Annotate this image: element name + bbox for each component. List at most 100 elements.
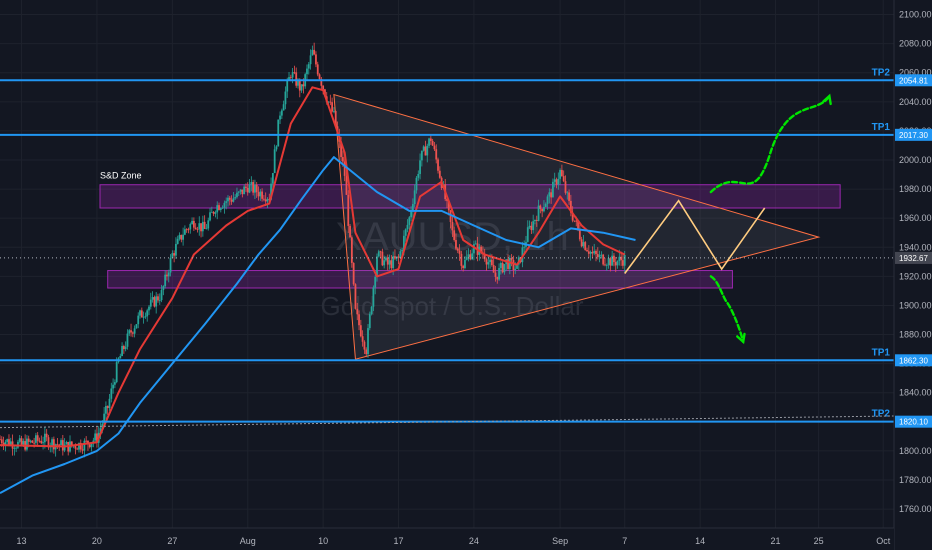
- candle-body: [158, 300, 161, 301]
- triangle-pattern[interactable]: [333, 93, 821, 360]
- candle-body: [293, 72, 296, 74]
- candle-body: [309, 55, 312, 65]
- candle-body: [426, 145, 429, 156]
- candle-body: [115, 362, 118, 383]
- current-price-tag: [895, 251, 932, 264]
- current-price-tag-text: 1932.67: [899, 254, 928, 263]
- candle-body: [471, 253, 474, 260]
- candle-body: [350, 237, 353, 263]
- candle-body: [205, 228, 208, 230]
- candle-body: [22, 441, 25, 445]
- candle-body: [447, 200, 450, 211]
- price-axis[interactable]: 1760.001780.001800.001820.001840.001860.…: [893, 0, 932, 550]
- candle-body: [282, 104, 285, 111]
- y-tick-label: 2000.00: [899, 155, 932, 165]
- candle-body: [189, 224, 192, 230]
- moving-averages: [0, 86, 636, 494]
- candle-body: [510, 257, 513, 261]
- y-tick-label: 2080.00: [899, 39, 932, 49]
- candle-body: [474, 243, 477, 245]
- candle-body: [280, 110, 283, 116]
- candle-body: [521, 247, 524, 263]
- candle-body: [487, 262, 490, 265]
- candle-body: [541, 208, 544, 212]
- y-tick-label: 1940.00: [899, 242, 932, 252]
- candle-body: [257, 192, 260, 197]
- candle-body: [311, 49, 314, 56]
- y-tick-label: 2100.00: [899, 10, 932, 20]
- candle-body: [279, 115, 281, 120]
- candle-body: [334, 110, 337, 127]
- candle-body: [270, 183, 272, 200]
- candle-body: [214, 212, 217, 214]
- candle-body: [385, 257, 387, 261]
- candle-body: [221, 207, 224, 209]
- candle-body: [595, 250, 597, 255]
- candle-body: [255, 184, 258, 193]
- candle-body: [446, 199, 448, 201]
- time-axis[interactable]: 13 20 27 Aug 10 17 24 Sep 7 14 21 25 Oct: [0, 527, 894, 550]
- candle-body: [237, 191, 240, 193]
- candle-body: [101, 423, 104, 429]
- candle-body: [79, 442, 82, 450]
- candle-body: [377, 251, 380, 257]
- zone-rect: [99, 184, 841, 209]
- candle-body: [139, 310, 141, 316]
- candle-body: [137, 315, 140, 325]
- candle-body: [560, 169, 563, 177]
- candle-body: [575, 220, 578, 222]
- candle-body: [584, 242, 587, 250]
- arrow-path: [709, 94, 831, 194]
- candle-body: [126, 333, 129, 347]
- candle-body: [616, 261, 619, 266]
- candle-body: [604, 264, 606, 266]
- candle-body: [456, 248, 459, 251]
- candle-body: [417, 173, 420, 178]
- candle-body: [228, 197, 231, 200]
- candle-body: [611, 255, 614, 266]
- candle-body: [403, 235, 405, 251]
- candle-body: [31, 440, 34, 443]
- candle-body: [167, 272, 170, 277]
- candle-body: [20, 438, 23, 445]
- candle-body: [210, 211, 213, 213]
- candle-body: [415, 177, 418, 191]
- candle-body: [133, 328, 136, 334]
- arrows[interactable]: [709, 93, 832, 345]
- candle-body: [451, 221, 454, 231]
- candle-body: [408, 217, 411, 225]
- candle-body: [295, 72, 298, 86]
- candle-body: [192, 220, 195, 228]
- candle-body: [458, 250, 461, 254]
- candle-body: [277, 119, 280, 147]
- candle-body: [246, 187, 249, 193]
- projection[interactable]: [624, 199, 766, 274]
- y-tick-label: 1880.00: [899, 330, 932, 340]
- candle-body: [546, 196, 549, 204]
- candle-body: [45, 433, 48, 438]
- watermark-description: Gold Spot / U.S. Dollar: [321, 291, 584, 321]
- candle-body: [201, 221, 204, 232]
- candle-body: [273, 149, 276, 174]
- candle-body: [397, 256, 400, 258]
- levels[interactable]: TP2 TP1 TP1 TP2: [0, 67, 895, 429]
- level-price-tag-text: 1862.30: [899, 356, 928, 365]
- candle-body: [65, 441, 68, 445]
- candle-body: [600, 254, 603, 256]
- candle-body: [406, 224, 409, 230]
- candle-body: [148, 306, 150, 311]
- candle-body: [501, 263, 504, 273]
- candle-body: [9, 441, 12, 446]
- candle-body: [85, 440, 88, 442]
- candle-body: [36, 435, 39, 441]
- watermark: XAUUSD, 1h Gold Spot / U.S. Dollar: [321, 215, 584, 321]
- candle-body: [532, 221, 535, 231]
- x-tick-label: 14: [695, 536, 705, 546]
- candle-body: [119, 356, 122, 359]
- x-tick-label: Oct: [876, 536, 891, 546]
- candle-body: [512, 260, 515, 270]
- x-tick-label: 20: [92, 536, 102, 546]
- candle-body: [245, 186, 247, 188]
- candle-body: [13, 448, 16, 449]
